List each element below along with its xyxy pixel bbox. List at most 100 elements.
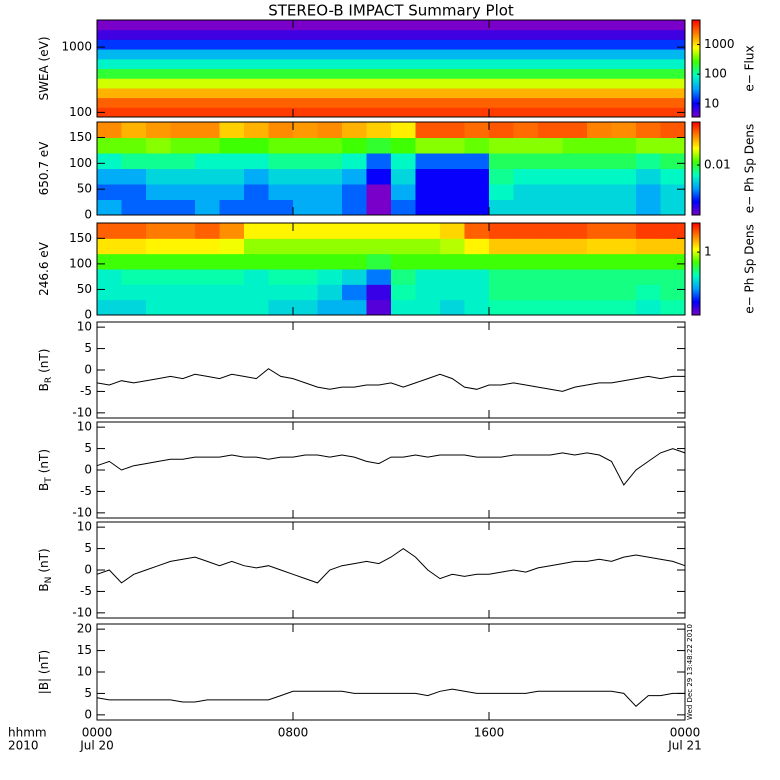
field-line xyxy=(96,368,685,392)
heatmap-cell xyxy=(244,199,269,216)
heatmap-cell xyxy=(121,153,147,169)
heatmap-cell xyxy=(513,199,539,216)
heatmap-cell xyxy=(97,199,122,216)
heatmap-cell xyxy=(562,284,588,301)
heatmap-cell xyxy=(121,137,147,154)
heatmap-cell xyxy=(244,153,269,169)
heatmap-cell xyxy=(97,253,122,270)
heatmap-cell xyxy=(440,238,465,255)
heatmap-cell xyxy=(170,223,196,239)
heatmap-cell xyxy=(317,284,343,301)
y-tick-label: 50 xyxy=(77,182,92,196)
heatmap-cell xyxy=(146,269,171,285)
heatmap-cell xyxy=(611,253,637,270)
heatmap-cell xyxy=(587,253,612,270)
heatmap-cell xyxy=(538,168,563,185)
heatmap-cell xyxy=(244,284,269,301)
heatmap-cell xyxy=(636,199,661,216)
y-tick-label: 0 xyxy=(84,707,92,721)
heatmap-cell xyxy=(219,122,245,138)
heatmap-cell xyxy=(342,223,367,239)
y-axis-label: SWEA (eV) xyxy=(37,36,51,100)
heatmap-cell xyxy=(268,299,294,316)
panel-frame xyxy=(96,321,686,419)
heatmap-cell xyxy=(538,122,563,138)
heatmap-cell xyxy=(636,168,661,185)
heatmap-cell xyxy=(611,184,637,200)
y-axis-label-text: SWEA (eV) xyxy=(37,36,51,100)
heatmap-cell xyxy=(219,299,245,316)
heatmap-cell xyxy=(587,284,612,301)
heatmap-cell xyxy=(342,153,367,169)
heatmap-cell xyxy=(293,199,318,216)
heatmap-cell xyxy=(415,168,441,185)
heatmap-cell xyxy=(660,269,686,285)
heatmap-cell xyxy=(97,269,122,285)
y-tick-label: 0 xyxy=(84,563,92,577)
heatmap-cell xyxy=(636,253,661,270)
y-tick-label: 5 xyxy=(84,441,92,455)
heatmap-cell xyxy=(366,122,392,138)
heatmap-cell xyxy=(391,299,416,316)
heatmap-cell xyxy=(268,137,294,154)
heatmap-cell xyxy=(587,269,612,285)
heatmap-cell xyxy=(562,199,588,216)
y-tick-label: -5 xyxy=(80,484,92,498)
heatmap-cell xyxy=(464,122,490,138)
heatmap-cell xyxy=(415,269,441,285)
colorbar-tick-label: 0.01 xyxy=(704,158,731,172)
heatmap-cell xyxy=(611,223,637,239)
heatmap-cell xyxy=(195,223,220,239)
heatmap-cell xyxy=(660,284,686,301)
heatmap-cell xyxy=(317,238,343,255)
heatmap-cell xyxy=(611,137,637,154)
heatmap-cell xyxy=(464,284,490,301)
heatmap-cell xyxy=(660,199,686,216)
heatmap-cell xyxy=(97,153,122,169)
heatmap-cell xyxy=(366,168,392,185)
colorbar-label: e− Flux xyxy=(743,45,757,91)
heatmap-cell xyxy=(97,284,122,301)
heatmap-cell xyxy=(97,49,686,60)
heatmap-cell xyxy=(660,168,686,185)
heatmap-cell xyxy=(146,122,171,138)
heatmap-cell xyxy=(391,199,416,216)
heatmap-cell xyxy=(636,299,661,316)
heatmap-cell xyxy=(170,122,196,138)
y-axis-label: 246.6 eV xyxy=(37,241,51,296)
heatmap-cell xyxy=(219,153,245,169)
heatmap-cell xyxy=(97,184,122,200)
heatmap-cell xyxy=(391,269,416,285)
heatmap-cell xyxy=(538,269,563,285)
heatmap-cell xyxy=(489,153,514,169)
heatmap-cell xyxy=(489,269,514,285)
colorbar xyxy=(691,121,701,216)
heatmap-cell xyxy=(97,299,122,316)
heatmap-cell xyxy=(244,269,269,285)
colorbar-tick-label: 1 xyxy=(704,245,712,259)
heatmap-cell xyxy=(244,122,269,138)
heatmap-cell xyxy=(587,153,612,169)
heatmap-cell xyxy=(611,284,637,301)
heatmap-cell xyxy=(121,199,147,216)
heatmap-cell xyxy=(97,238,122,255)
heatmap-cell xyxy=(366,184,392,200)
heatmap-cell xyxy=(244,168,269,185)
heatmap-cell xyxy=(146,253,171,270)
heatmap-cell xyxy=(121,238,147,255)
heatmap-cell xyxy=(660,253,686,270)
y-tick-label: 15 xyxy=(77,643,92,657)
heatmap-cell xyxy=(415,299,441,316)
heatmap-cell xyxy=(219,269,245,285)
heatmap-cell xyxy=(293,238,318,255)
heatmap-cell xyxy=(293,269,318,285)
heatmap-cell xyxy=(317,137,343,154)
heatmap-cell xyxy=(464,137,490,154)
x-tick-label: 1600 xyxy=(474,726,505,740)
heatmap-cell xyxy=(415,253,441,270)
heatmap-cell xyxy=(366,199,392,216)
y-tick-label: -5 xyxy=(80,584,92,598)
y-axis-label-text: B xyxy=(37,483,51,491)
heatmap-cell xyxy=(244,137,269,154)
heatmap-cell xyxy=(538,223,563,239)
